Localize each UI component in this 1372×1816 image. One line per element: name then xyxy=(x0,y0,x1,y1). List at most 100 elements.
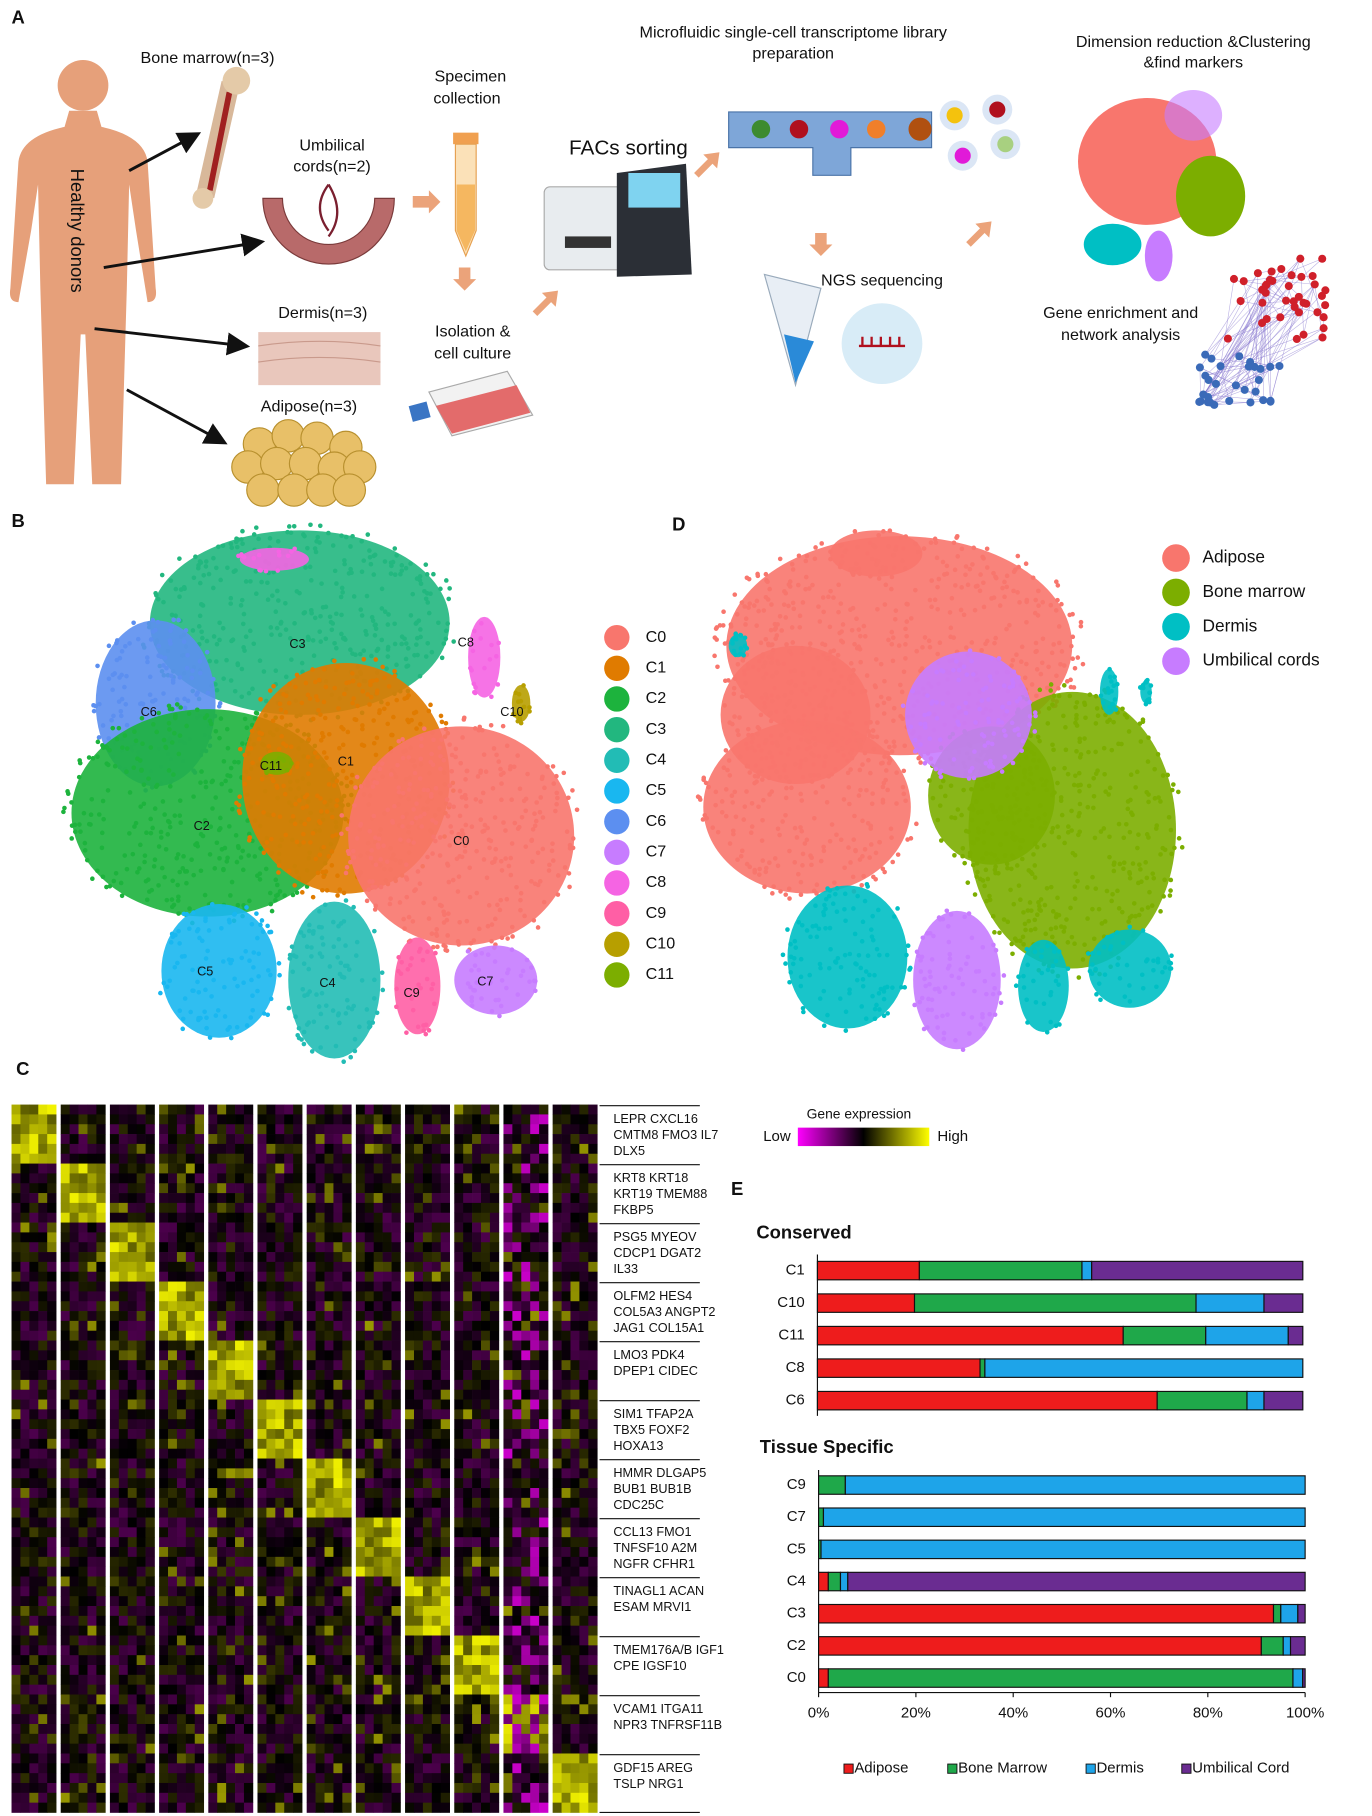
panel-label: B xyxy=(12,510,25,531)
cell-point xyxy=(163,745,169,751)
cell-point xyxy=(840,622,846,627)
heatmap-cell xyxy=(29,1615,39,1627)
heatmap-cell xyxy=(69,1507,79,1518)
heatmap-cell xyxy=(109,1104,120,1115)
cell-point xyxy=(385,721,391,727)
cell-point xyxy=(949,815,954,820)
cell-point xyxy=(313,856,319,862)
cell-point xyxy=(472,628,477,634)
heatmap-cell xyxy=(47,1104,57,1115)
heatmap-cell xyxy=(118,1320,129,1332)
cell-point xyxy=(1032,875,1038,880)
cell-point xyxy=(970,562,975,567)
cell-point xyxy=(430,944,436,950)
cell-point xyxy=(370,618,376,624)
legend-label: C8 xyxy=(646,873,667,891)
heatmap-cell xyxy=(87,1507,97,1518)
cell-point xyxy=(443,578,449,583)
heatmap-cell xyxy=(69,1320,79,1332)
cell-point xyxy=(932,597,938,603)
heatmap-cell xyxy=(109,1340,120,1351)
heatmap-cell xyxy=(29,1478,39,1489)
cell-point xyxy=(250,993,255,999)
heatmap-cell xyxy=(11,1606,21,1617)
cell-point xyxy=(1108,944,1114,949)
cell-point xyxy=(463,796,469,801)
cell-point xyxy=(225,855,230,861)
heatmap-cell xyxy=(145,1635,155,1646)
cell-point xyxy=(335,893,340,898)
cell-point xyxy=(251,555,257,561)
cell-point xyxy=(414,726,419,731)
cell-point xyxy=(1009,775,1014,780)
cell-point xyxy=(445,933,450,938)
cell-point xyxy=(455,939,461,944)
cell-point xyxy=(930,795,936,801)
cell-point xyxy=(518,711,523,716)
cell-point xyxy=(525,771,530,777)
cell-point xyxy=(789,625,795,630)
cell-point xyxy=(1024,661,1029,667)
cell-point xyxy=(478,799,483,804)
cell-point xyxy=(447,783,453,788)
cell-point xyxy=(508,855,514,861)
cell-point xyxy=(890,859,896,865)
cell-point xyxy=(869,934,875,940)
cluster-label: C5 xyxy=(197,964,213,978)
cell-point xyxy=(346,851,352,857)
heatmap-cell xyxy=(136,1173,146,1184)
cell-point xyxy=(499,978,505,983)
heatmap-cell xyxy=(87,1478,97,1489)
cell-point xyxy=(458,760,464,766)
heatmap-cell xyxy=(87,1183,97,1194)
cell-point xyxy=(352,1048,358,1054)
heatmap-cell xyxy=(118,1704,129,1715)
cell-point xyxy=(252,854,258,859)
heatmap-cell xyxy=(38,1566,48,1577)
cell-point xyxy=(122,733,128,738)
cell-point xyxy=(982,743,988,748)
cell-point xyxy=(975,836,980,842)
heatmap-cell xyxy=(96,1782,106,1794)
heatmap-cell xyxy=(127,1576,138,1587)
heatmap-cell xyxy=(118,1330,129,1341)
cell-point xyxy=(874,734,880,740)
heatmap-cell xyxy=(11,1242,21,1253)
heatmap-cell xyxy=(118,1409,129,1420)
cell-point xyxy=(473,952,478,958)
heatmap-cell xyxy=(29,1261,39,1273)
cell-point xyxy=(312,750,318,756)
heatmap-cell xyxy=(60,1340,70,1351)
heatmap-cell xyxy=(96,1409,106,1420)
cell-point xyxy=(392,546,398,551)
heatmap-cell xyxy=(109,1458,120,1469)
cell-point xyxy=(504,896,510,902)
cell-point xyxy=(1032,729,1038,734)
cell-point xyxy=(313,694,319,699)
cell-point xyxy=(792,938,798,944)
cell-point xyxy=(1133,785,1138,790)
cell-point xyxy=(480,829,485,834)
cell-point xyxy=(248,579,253,584)
cell-point xyxy=(836,609,841,615)
heatmap-cell xyxy=(109,1320,120,1332)
cell-point xyxy=(876,907,881,913)
cell-point xyxy=(394,662,399,668)
legend-swatch xyxy=(604,870,630,896)
cell-point xyxy=(364,593,370,599)
cell-point xyxy=(743,616,749,622)
cell-point xyxy=(875,703,880,708)
heatmap-cell xyxy=(136,1527,146,1538)
cell-point xyxy=(533,818,539,824)
cell-point xyxy=(984,851,989,856)
cell-point xyxy=(314,992,319,997)
cell-point xyxy=(203,779,208,785)
cell-point xyxy=(981,580,986,586)
cell-point xyxy=(981,604,987,610)
heatmap-cell xyxy=(20,1271,30,1282)
heatmap-cell xyxy=(96,1714,106,1725)
cell-point xyxy=(472,726,478,731)
source-label: Bone marrow(n=3) xyxy=(141,49,275,67)
cell-point xyxy=(174,855,180,861)
cell-point xyxy=(828,677,834,683)
